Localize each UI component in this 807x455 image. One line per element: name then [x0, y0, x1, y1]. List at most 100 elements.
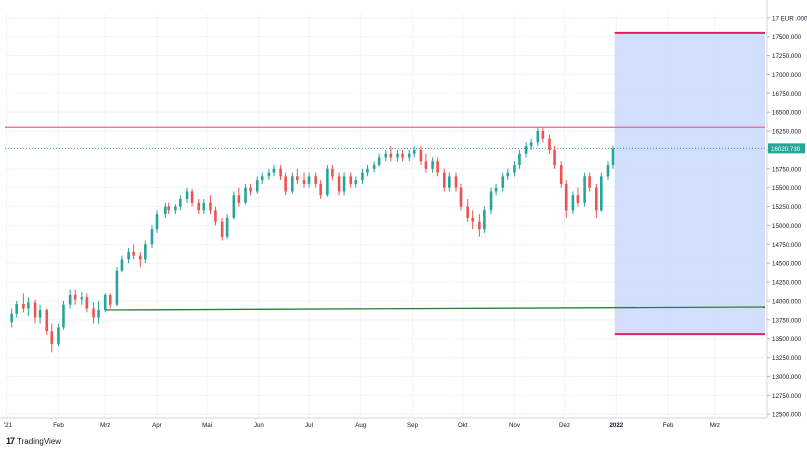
candle-up [155, 214, 159, 230]
candle-down [442, 172, 446, 188]
time-tick-label: Jun [254, 422, 265, 429]
candle-up [15, 303, 18, 314]
tradingview-attribution[interactable]: 17 TradingView [6, 436, 61, 446]
candle-down [132, 251, 135, 256]
candle-up [185, 191, 189, 200]
candle-down [237, 195, 241, 203]
candle-up [174, 206, 177, 211]
candle-up [103, 294, 107, 311]
candle-down [349, 176, 353, 184]
candle-down [559, 165, 563, 184]
candle-down [553, 149, 556, 166]
candle-down [594, 187, 598, 211]
candle-up [518, 153, 521, 166]
candle-down [85, 297, 89, 309]
candle-down [541, 131, 545, 139]
price-tick-label: 17500.000 [772, 34, 802, 41]
time-tick-label: Apr [152, 422, 162, 429]
candle-down [108, 294, 112, 305]
candle-up [97, 310, 100, 318]
candle-up [307, 176, 311, 184]
candle-up [431, 161, 434, 169]
candle-down [401, 153, 404, 158]
price-tick-label: 14000.000 [772, 298, 802, 305]
candle-down [564, 183, 568, 211]
time-tick-label: 2022 [609, 422, 623, 429]
tradingview-label: TradingView [17, 436, 62, 446]
price-tick-label: 16250.000 [772, 129, 802, 136]
time-tick-label: '21 [4, 422, 13, 429]
time-tick-label: Dez [559, 422, 570, 429]
candle-down [220, 221, 224, 237]
candle-down [314, 176, 317, 184]
candle-up [483, 210, 486, 230]
candle-up [267, 172, 271, 177]
price-tick-label: 14500.000 [772, 261, 802, 268]
time-tick-label: Sep [407, 422, 419, 429]
time-tick-label: Aug [355, 422, 367, 429]
candle-down [302, 180, 306, 184]
price-tick-label: 15500.000 [772, 185, 802, 192]
price-tick-label: 17000.000 [772, 72, 802, 79]
support-line [105, 306, 766, 311]
candle-down [167, 206, 170, 211]
candle-down [214, 210, 217, 222]
price-tick-label: 13250.000 [772, 355, 802, 362]
candle-up [600, 176, 603, 211]
candle-up [179, 199, 182, 207]
candle-up [68, 294, 72, 305]
candle-up [396, 153, 399, 158]
candle-up [150, 229, 154, 245]
candle-up [62, 304, 65, 328]
time-tick-label: Mrz [100, 422, 110, 429]
time-tick-label: Okt [458, 422, 468, 429]
candle-down [197, 202, 201, 211]
candle-down [436, 161, 439, 173]
candle-down [22, 303, 25, 309]
candle-up [506, 172, 510, 177]
candle-up [260, 176, 264, 181]
candle-down [478, 221, 481, 230]
candle-down [45, 310, 49, 332]
candle-down [33, 302, 37, 318]
candle-up [611, 148, 615, 166]
price-tick-label: 12500.000 [772, 412, 802, 419]
candle-up [377, 157, 381, 166]
candle-down [279, 168, 282, 177]
price-tick-label: 16500.000 [772, 110, 802, 117]
candle-up [38, 310, 42, 318]
candle-up [272, 168, 276, 173]
candle-up [384, 153, 388, 158]
candle-up [127, 251, 130, 260]
candle-down [50, 331, 54, 344]
candle-up [489, 191, 493, 211]
price-tick-label: 15250.000 [772, 204, 802, 211]
price-tick-label: 13750.000 [772, 317, 802, 324]
candle-down [389, 153, 393, 158]
time-tick-label: Nov [509, 422, 521, 429]
candle-up [232, 195, 236, 218]
candle-up [513, 165, 516, 173]
candle-down [459, 187, 463, 207]
candle-up [366, 168, 369, 173]
candle-up [606, 165, 610, 177]
price-tick-label: 15750.000 [772, 166, 802, 173]
candle-down [454, 176, 458, 188]
candle-down [331, 168, 334, 177]
tradingview-logo-icon: 17 [6, 436, 15, 446]
candle-down [548, 138, 551, 150]
candle-up [407, 153, 411, 158]
candle-down [424, 161, 428, 169]
candle-up [583, 176, 586, 203]
candle-down [92, 308, 95, 318]
last-price-tag [768, 143, 805, 154]
candle-up [494, 187, 498, 192]
candle-up [361, 172, 364, 181]
candle-up [501, 176, 505, 188]
price-tick-label: 13000.000 [772, 374, 802, 381]
candle-down [209, 202, 212, 211]
candle-up [529, 142, 533, 147]
candle-up [202, 202, 206, 211]
